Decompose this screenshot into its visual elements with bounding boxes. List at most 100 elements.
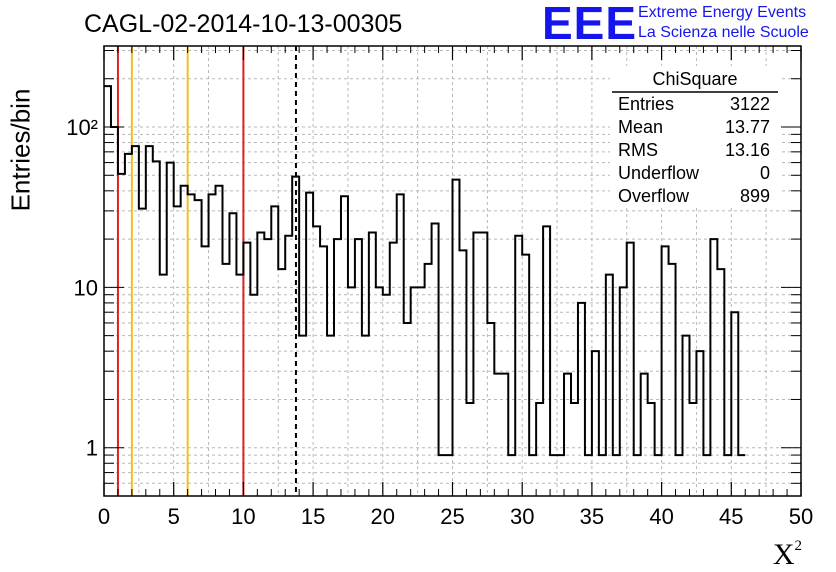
x-tick-label: 15 (301, 504, 325, 529)
x-axis-label: X2 (772, 538, 802, 571)
x-tick-label: 10 (231, 504, 255, 529)
histogram-bin (459, 250, 466, 496)
histogram-bin (278, 269, 285, 496)
histogram-bin (446, 455, 453, 496)
y-tick-label: 1 (86, 436, 98, 461)
histogram-bin (599, 455, 606, 496)
histogram-bin (627, 243, 634, 496)
histogram-bin (508, 455, 515, 496)
histogram-bin (355, 239, 362, 496)
histogram-bin (174, 206, 181, 496)
histogram-bin (146, 146, 153, 496)
histogram-bin (125, 154, 132, 496)
histogram-bin (543, 226, 550, 496)
x-tick-label: 50 (789, 504, 813, 529)
stats-value-overflow: 899 (740, 186, 770, 206)
x-tick-label: 0 (98, 504, 110, 529)
histogram-bin (383, 295, 390, 496)
histogram-bin (320, 246, 327, 496)
stats-value-entries: 3122 (730, 94, 770, 114)
histogram-bin (648, 403, 655, 496)
x-tick-label: 30 (510, 504, 534, 529)
stats-label-entries: Entries (618, 94, 674, 114)
histogram-bin (522, 255, 529, 496)
histogram-bin (432, 224, 439, 496)
histogram-bin (341, 196, 348, 496)
histogram-bin (250, 295, 257, 496)
histogram-bin (139, 209, 146, 496)
histogram-bin (676, 455, 683, 496)
histogram-bin (703, 455, 710, 496)
y-tick-label: 10 (74, 275, 98, 300)
stats-label-mean: Mean (618, 117, 663, 137)
histogram-bin (683, 336, 690, 496)
histogram-bin (132, 146, 139, 496)
histogram-bin (480, 232, 487, 496)
histogram-bin (160, 275, 167, 496)
histogram-bin (202, 246, 209, 496)
histogram-bin (390, 243, 397, 496)
histogram-bin (181, 186, 188, 496)
histogram-bin (453, 180, 460, 496)
eee-logo: EEE Extreme Energy Events La Scienza nel… (542, 0, 832, 49)
histogram-bin (243, 243, 250, 496)
stats-value-rms: 13.16 (725, 140, 770, 160)
logo-line-2: La Scienza nelle Scuole (638, 24, 809, 41)
x-tick-label: 45 (719, 504, 743, 529)
histogram-bin (418, 287, 425, 496)
y-tick-label: 10² (66, 115, 98, 140)
histogram-bin (397, 194, 404, 496)
histogram-bin (731, 312, 738, 496)
histogram-bin (620, 287, 627, 496)
histogram-bin (641, 374, 648, 496)
histogram-bin (411, 287, 418, 496)
histogram-bin (111, 127, 118, 496)
page-title: CAGL-02-2014-10-13-00305 (84, 10, 403, 38)
histogram-bin (153, 161, 160, 496)
stats-label-overflow: Overflow (618, 186, 690, 206)
histogram-bin (710, 239, 717, 496)
histogram-bin (209, 194, 216, 496)
logo-line-1: Extreme Energy Events (638, 4, 807, 21)
histogram-bin (292, 177, 299, 496)
x-tick-label: 35 (580, 504, 604, 529)
histogram-bin (473, 232, 480, 496)
histogram-bin (655, 455, 662, 496)
histogram-bin (313, 226, 320, 496)
histogram-bin (529, 455, 536, 496)
histogram-bin (501, 374, 508, 496)
histogram-bin (578, 303, 585, 496)
stats-label-underflow: Underflow (618, 163, 700, 183)
logo-mark: EEE (542, 0, 638, 49)
histogram-bin (662, 246, 669, 496)
histogram-bin (536, 403, 543, 496)
histogram-bin (104, 86, 111, 496)
histogram-bin (264, 239, 271, 496)
histogram-bin (564, 374, 571, 496)
histogram-bin (327, 336, 334, 496)
histogram-bin (466, 403, 473, 496)
histogram-bin (362, 336, 369, 496)
histogram-bin (717, 269, 724, 496)
histogram-bin (585, 455, 592, 496)
histogram-bin (285, 236, 292, 496)
histogram-bin (271, 206, 278, 496)
histogram-bin (306, 193, 313, 496)
histogram-bin (334, 239, 341, 496)
stats-title: ChiSquare (652, 69, 737, 89)
histogram-bin (738, 455, 745, 496)
histogram-bin (439, 455, 446, 496)
histogram-bin (669, 264, 676, 496)
histogram-bin (376, 287, 383, 496)
histogram-bin (222, 264, 229, 496)
histogram-bin (494, 374, 501, 496)
histogram-bin (557, 455, 564, 496)
histogram-bin (571, 403, 578, 496)
histogram-bin (487, 323, 494, 496)
x-tick-label: 40 (649, 504, 673, 529)
histogram-bin (188, 194, 195, 496)
histogram-bin (689, 403, 696, 496)
histogram-bin (724, 455, 731, 496)
x-tick-label: 25 (440, 504, 464, 529)
